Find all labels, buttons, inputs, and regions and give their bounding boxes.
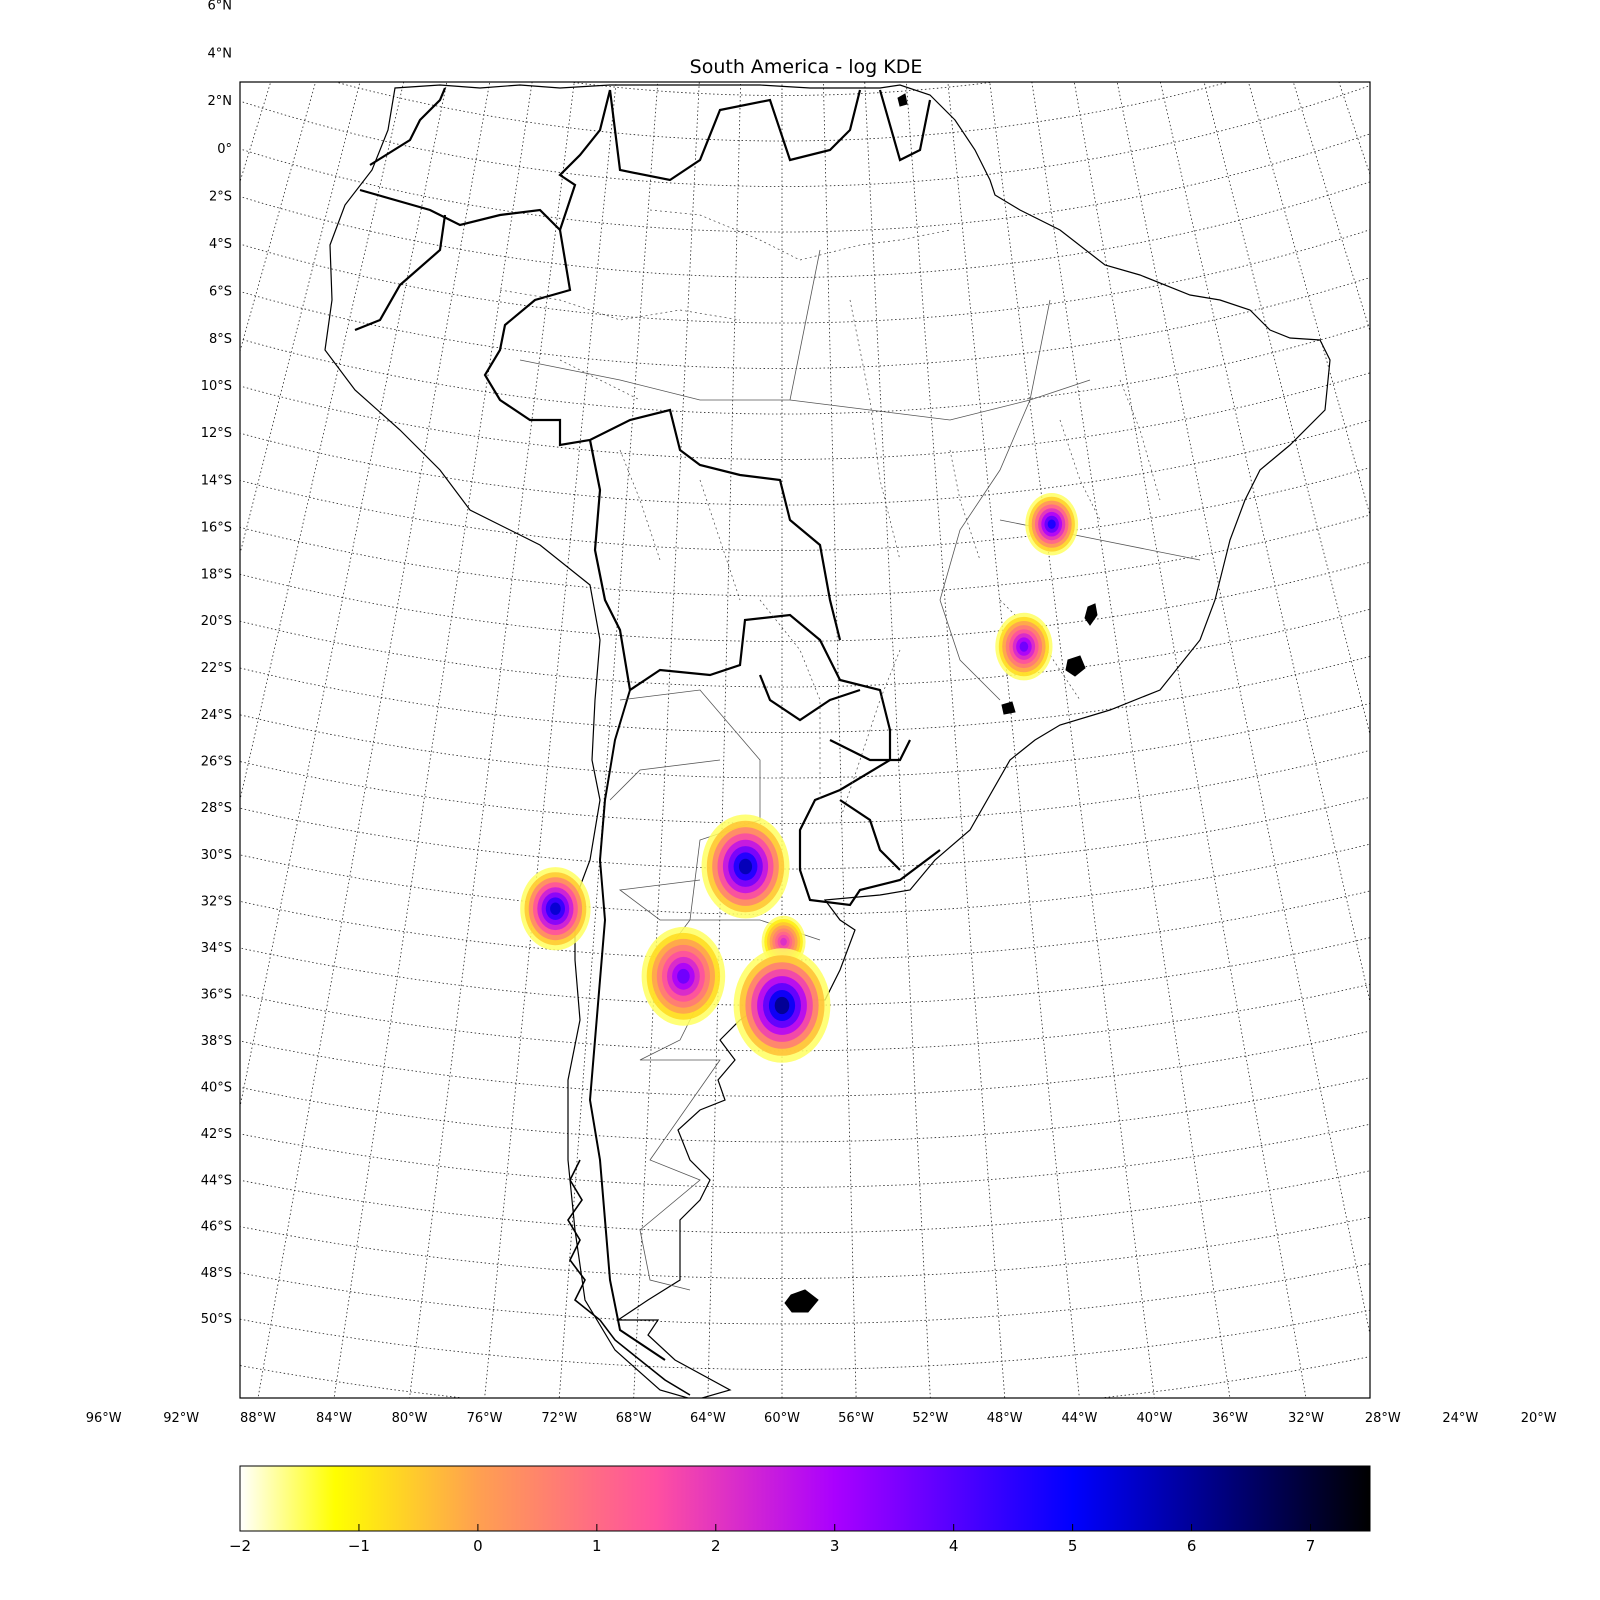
parallel-line [240, 85, 1370, 187]
longitude-label: 60°W [764, 1411, 800, 1426]
latitude-label: 44°S [201, 1173, 232, 1188]
map-frame [239, 81, 1371, 1399]
colorbar-tick-label: 2 [711, 1537, 721, 1555]
longitude-label: 24°W [1442, 1411, 1478, 1426]
parallel-line [240, 514, 1370, 597]
longitude-label: 28°W [1365, 1411, 1401, 1426]
border-guianas [608, 89, 932, 182]
lakes-and-islands [784, 93, 1098, 1313]
colorbar [239, 1465, 1371, 1532]
parallel-line [240, 372, 1370, 460]
latitude-label: 16°S [201, 520, 232, 535]
parallel-line [240, 133, 1370, 233]
longitude-label: 68°W [616, 1411, 652, 1426]
meridian-line [0, 0, 279, 1346]
kde-hotspot [1019, 641, 1029, 652]
colorbar-tick-label: 7 [1306, 1537, 1316, 1555]
border-paraguay-uruguay [758, 674, 911, 871]
latitude-label: 8°S [209, 332, 232, 347]
border-chile-argentina [588, 689, 666, 1361]
latitude-label: 34°S [201, 941, 232, 956]
latitude-labels: 6°N 4°N 2°N 0° 2°S 4°S 6°S 8°S 10°S 12°S 14°S 16°S 1… [201, 0, 232, 1327]
south-america-coastline [324, 84, 1331, 1398]
colorbar-tick-label: −1 [348, 1537, 370, 1555]
longitude-label: 80°W [392, 1411, 428, 1426]
colorbar-tick-label: 3 [830, 1537, 840, 1555]
latitude-label: 18°S [201, 567, 232, 582]
longitude-label: 76°W [467, 1411, 503, 1426]
longitude-label: 36°W [1212, 1411, 1248, 1426]
kde-hotspot [774, 996, 790, 1015]
longitude-label: 72°W [541, 1411, 577, 1426]
latitude-label: 10°S [201, 379, 232, 394]
longitude-label: 44°W [1061, 1411, 1097, 1426]
latitude-label: 6°N [208, 0, 233, 13]
longitude-label: 96°W [86, 1411, 122, 1426]
parallel-line [240, 843, 1370, 915]
latitude-label: 4°N [208, 46, 233, 61]
longitude-label: 40°W [1136, 1411, 1172, 1426]
latitude-label: 26°S [201, 755, 232, 770]
latitude-label: 46°S [201, 1220, 232, 1235]
parallel-line [240, 796, 1370, 870]
latitude-label: 2°N [208, 94, 233, 109]
longitude-label: 64°W [690, 1411, 726, 1426]
latitude-label: 38°S [201, 1034, 232, 1049]
longitude-label: 32°W [1288, 1411, 1324, 1426]
colorbar-tick-label: −2 [229, 1537, 251, 1555]
latitude-label: 32°S [201, 895, 232, 910]
colorbar-tick-label: 5 [1068, 1537, 1078, 1555]
map-area [0, 0, 1370, 1398]
longitude-labels: 96°W 92°W 88°W 84°W 80°W 76°W 72°W 68°W 64°W 60°W… [86, 1411, 1557, 1426]
kde-hotspot [677, 968, 690, 984]
colorbar-tick-label: 4 [949, 1537, 959, 1555]
latitude-label: 50°S [201, 1312, 232, 1327]
kde-hotspot [780, 937, 787, 946]
parallel-line [240, 467, 1370, 551]
longitude-label: 52°W [912, 1411, 948, 1426]
latitude-label: 28°S [201, 801, 232, 816]
latitude-label: 36°S [201, 988, 232, 1003]
longitude-label: 92°W [163, 1411, 199, 1426]
latitude-label: 12°S [201, 426, 232, 441]
latitude-label: 40°S [201, 1081, 232, 1096]
parallel-line [240, 324, 1370, 415]
latitude-label: 30°S [201, 848, 232, 863]
land-features [324, 84, 1331, 1398]
colorbar-ticks: −2 −1 0 1 2 3 4 5 6 7 [229, 1524, 1315, 1555]
colorbar-tick-label: 0 [473, 1537, 483, 1555]
longitude-label: 84°W [316, 1411, 352, 1426]
latitude-label: 4°S [209, 237, 232, 252]
latitude-label: 24°S [201, 708, 232, 723]
longitude-label: 56°W [838, 1411, 874, 1426]
kde-hotspots [520, 493, 1079, 1063]
kde-hotspot [550, 902, 561, 915]
colorbar-tick-label: 6 [1187, 1537, 1197, 1555]
kde-hotspot [738, 858, 753, 875]
parallel-line [567, 82, 997, 96]
latitude-label: 22°S [201, 661, 232, 676]
latitude-label: 48°S [201, 1266, 232, 1281]
map-title: South America - log KDE [690, 56, 923, 78]
latitude-label: 2°S [209, 190, 232, 205]
parallel-line [240, 561, 1370, 642]
colorbar-tick-label: 1 [592, 1537, 602, 1555]
kde-hotspot [1047, 519, 1056, 529]
longitude-label: 20°W [1521, 1411, 1557, 1426]
latitude-label: 0° [217, 142, 232, 157]
latitude-label: 42°S [201, 1127, 232, 1142]
fjord-coast-south [567, 1159, 691, 1396]
longitude-label: 48°W [987, 1411, 1023, 1426]
parallel-line [240, 608, 1370, 688]
parallel-line [240, 229, 1370, 324]
latitude-label: 14°S [201, 473, 232, 488]
border-bolivia-chile-argentina [588, 439, 941, 907]
parallel-line [235, 0, 1328, 50]
longitude-label: 88°W [240, 1411, 276, 1426]
latitude-label: 20°S [201, 614, 232, 629]
parallel-line [240, 703, 1370, 779]
latitude-label: 6°S [209, 285, 232, 300]
